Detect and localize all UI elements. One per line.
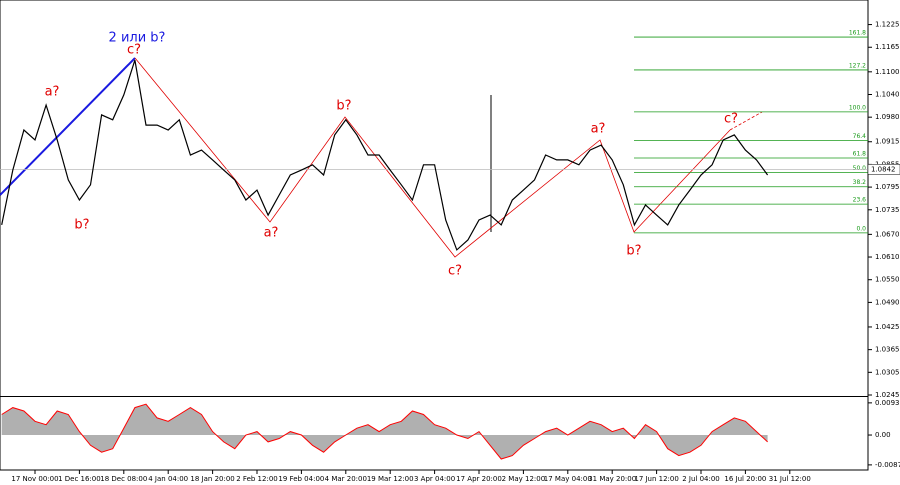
fib-label: 161.8 [849,30,866,37]
annotation: a? [45,85,60,100]
fib-label: 0.0 [856,225,866,232]
y-tick-label: 0.00 [875,431,891,439]
x-tick-label: 31 Jul 12:00 [769,475,811,483]
oscillator-area [1,404,768,459]
wave-line-blue [0,57,136,196]
x-tick-label: 18 Jan 20:00 [190,475,234,483]
annotation: a? [591,122,606,137]
x-tick-label: 19 Mar 12:00 [367,475,414,483]
annotation: c? [127,43,141,58]
y-tick-label: 1.0425 [875,323,900,331]
y-tick-label: 1.0670 [875,230,900,238]
x-tick-label: 3 Apr 04:00 [414,475,455,483]
y-tick-label: 0.00938 [875,399,900,407]
x-tick-label: 17 May 04:00 [544,475,592,483]
y-tick-label: 1.0245 [875,391,900,399]
fib-label: 76.4 [853,133,867,140]
current-price-label: 1.0842 [871,165,896,173]
x-tick-label: 4 Jan 04:00 [148,475,188,483]
x-tick-label: 18 Dec 08:00 [100,475,147,483]
y-tick-label: 1.1165 [875,43,900,51]
y-tick-label: 1.1040 [875,90,900,98]
annotation: b? [74,218,89,233]
y-tick-label: 1.1225 [875,21,900,29]
x-tick-label: 1 Dec 16:00 [58,475,101,483]
annotation: c? [448,264,462,279]
y-tick-label: 1.0735 [875,206,900,214]
x-tick-label: 16 Jul 20:00 [724,475,766,483]
y-tick-label: 1.0980 [875,113,900,121]
wave-line-red [134,57,731,258]
y-tick-label: 1.1100 [875,68,900,76]
annotation: c? [724,112,738,127]
current-price-box [867,164,900,175]
fib-label: 50.0 [853,165,867,172]
x-tick-label: 17 Apr 20:00 [456,475,502,483]
annotation: b? [626,244,641,259]
x-tick-label: 2 Jul 04:00 [682,475,720,483]
annotation: a? [264,226,279,241]
price-line [1,59,769,251]
fib-label: 61.8 [853,151,867,158]
fib-label: 100.0 [849,104,866,111]
x-tick-label: 19 Feb 04:00 [278,475,324,483]
y-tick-label: 1.0915 [875,138,900,146]
y-tick-label: -0.00871 [875,461,900,469]
y-tick-label: 1.0795 [875,183,900,191]
x-tick-label: 17 Nov 00:00 [11,475,58,483]
plot-frame [0,0,869,471]
fib-label: 127.2 [849,62,866,69]
x-tick-label: 2 Feb 12:00 [236,475,277,483]
oscillator-line [1,403,768,460]
x-tick-label: 2 May 12:00 [502,475,546,483]
y-tick-label: 1.0610 [875,253,900,261]
x-tick-label: 31 May 20:00 [588,475,636,483]
fib-label: 23.6 [853,197,867,204]
y-tick-label: 1.0550 [875,276,900,284]
y-tick-label: 1.0490 [875,298,900,306]
x-tick-label: 4 Mar 20:00 [325,475,367,483]
wave-projection [729,111,763,131]
annotation: 2 или b? [109,31,166,46]
fib-label: 38.2 [853,179,867,186]
annotation: b? [336,99,351,114]
y-tick-label: 1.0365 [875,346,900,354]
x-tick-label: 17 Jun 12:00 [634,475,678,483]
y-tick-label: 1.0305 [875,368,900,376]
